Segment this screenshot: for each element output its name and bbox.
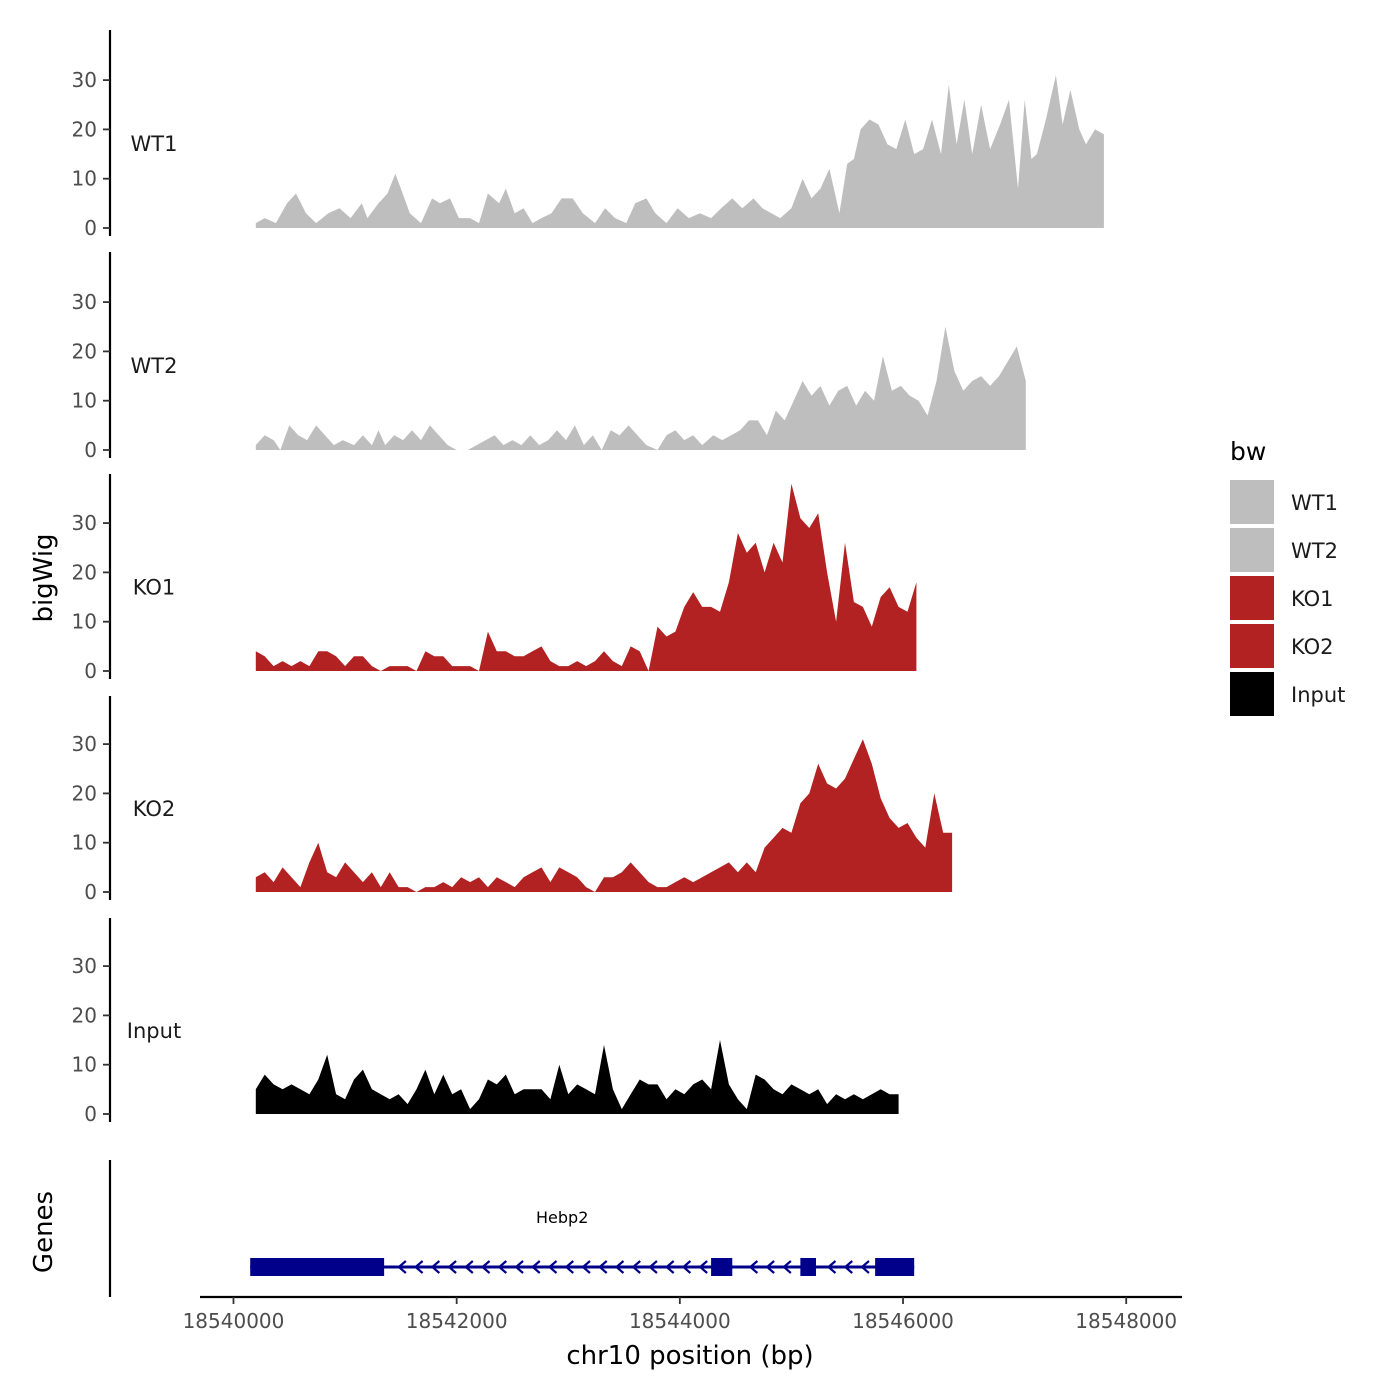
- strand-arrow: [464, 1260, 474, 1274]
- legend-swatch-input: [1230, 672, 1274, 716]
- y-tick-label: 0: [84, 659, 97, 683]
- strand-arrow: [782, 1260, 792, 1274]
- strand-arrow: [480, 1260, 491, 1274]
- y-tick-label: 10: [72, 610, 97, 634]
- strand-arrow: [843, 1260, 853, 1274]
- strand-arrow: [648, 1260, 658, 1274]
- legend-label-ko1: KO1: [1291, 587, 1334, 611]
- legend-swatch-wt1: [1230, 480, 1274, 524]
- strand-arrow: [664, 1260, 675, 1274]
- y-tick-label: 30: [72, 954, 97, 978]
- track-input: 0 10 20 30 Input: [72, 918, 899, 1126]
- coverage-area-ko2: [255, 739, 953, 892]
- strand-arrow: [631, 1260, 641, 1274]
- gene-exon: [250, 1258, 385, 1276]
- gene-exon: [875, 1258, 915, 1276]
- y-tick-label: 10: [72, 389, 97, 413]
- strand-arrow: [564, 1260, 574, 1274]
- y-tick-label: 10: [72, 831, 97, 855]
- strand-arrow: [531, 1260, 541, 1274]
- x-tick-label: 18540000: [183, 1309, 285, 1333]
- strand-arrow: [614, 1260, 625, 1274]
- strand-arrow: [681, 1260, 692, 1274]
- track-wt1: 0 10 20 30 WT1: [72, 30, 1104, 240]
- legend-swatch-ko1: [1230, 576, 1274, 620]
- track-wt2: 0 10 20 30 WT2: [72, 252, 1026, 462]
- x-tick-label: 18544000: [629, 1309, 731, 1333]
- y-tick-label: 0: [84, 216, 97, 240]
- legend-swatch-ko2: [1230, 624, 1274, 668]
- y-axis-title: bigWig: [29, 533, 59, 622]
- strand-arrow: [698, 1260, 708, 1274]
- strand-arrow: [860, 1260, 870, 1274]
- genes-track: Hebp2: [108, 1160, 915, 1297]
- strand-arrow: [430, 1260, 441, 1274]
- x-axis-title: chr10 position (bp): [566, 1341, 813, 1371]
- track-label: KO1: [133, 576, 176, 600]
- coverage-tracks: 0 10 20 30 WT1 0 10 20 30 WT2 0 10 20 30 KO1 0 10 20 30 KO2…: [72, 30, 1104, 1126]
- y-tick-label: 0: [84, 880, 97, 904]
- legend-label-wt1: WT1: [1291, 491, 1338, 515]
- y-tick-label: 10: [72, 167, 97, 191]
- legend-label-ko2: KO2: [1291, 635, 1334, 659]
- track-ko2: 0 10 20 30 KO2: [72, 696, 953, 904]
- strand-arrow: [765, 1260, 775, 1274]
- legend-label-input: Input: [1291, 683, 1345, 707]
- strand-arrow: [598, 1260, 608, 1274]
- y-tick-label: 10: [72, 1053, 97, 1077]
- y-tick-label: 20: [72, 1003, 97, 1027]
- legend-title: bw: [1230, 437, 1266, 466]
- y-tick-label: 20: [72, 560, 97, 584]
- track-label: WT2: [131, 354, 178, 378]
- y-tick-label: 0: [84, 438, 97, 462]
- track-label: KO2: [133, 797, 176, 821]
- coverage-area-ko1: [255, 483, 917, 671]
- legend: bw WT1 WT2 KO1 KO2 Input: [1230, 437, 1345, 716]
- x-tick-label: 18548000: [1075, 1309, 1177, 1333]
- y-tick-label: 30: [72, 290, 97, 314]
- y-tick-label: 30: [72, 68, 97, 92]
- x-tick-label: 18542000: [406, 1309, 508, 1333]
- strand-arrow: [447, 1260, 457, 1274]
- y-tick-label: 20: [72, 117, 97, 141]
- y-tick-label: 20: [72, 781, 97, 805]
- x-tick-label: 18546000: [852, 1309, 954, 1333]
- legend-label-wt2: WT2: [1291, 539, 1338, 563]
- y-tick-label: 30: [72, 732, 97, 756]
- y-tick-label: 30: [72, 511, 97, 535]
- coverage-area-wt2: [255, 326, 1026, 450]
- legend-swatch-wt2: [1230, 528, 1274, 572]
- strand-arrow: [547, 1260, 558, 1274]
- gene-exon: [800, 1258, 816, 1276]
- strand-arrow: [413, 1260, 424, 1274]
- y-tick-label: 20: [72, 339, 97, 363]
- y-tick-label: 0: [84, 1102, 97, 1126]
- gene-name-label: Hebp2: [536, 1208, 588, 1227]
- track-ko1: 0 10 20 30 KO1: [72, 474, 917, 683]
- strand-arrow: [581, 1260, 591, 1274]
- genes-axis-title: Genes: [29, 1191, 59, 1273]
- gene-exon: [711, 1258, 733, 1276]
- strand-arrow: [748, 1260, 759, 1274]
- track-label: Input: [127, 1019, 181, 1043]
- track-label: WT1: [131, 132, 178, 156]
- strand-arrow: [497, 1260, 508, 1274]
- x-axis: 18540000 18542000 18544000 18546000 18548000: [183, 1295, 1182, 1333]
- strand-arrow: [826, 1260, 837, 1274]
- coverage-area-input: [255, 1040, 899, 1114]
- strand-arrow: [514, 1260, 524, 1274]
- coverage-area-wt1: [255, 75, 1104, 228]
- strand-arrow: [397, 1260, 407, 1274]
